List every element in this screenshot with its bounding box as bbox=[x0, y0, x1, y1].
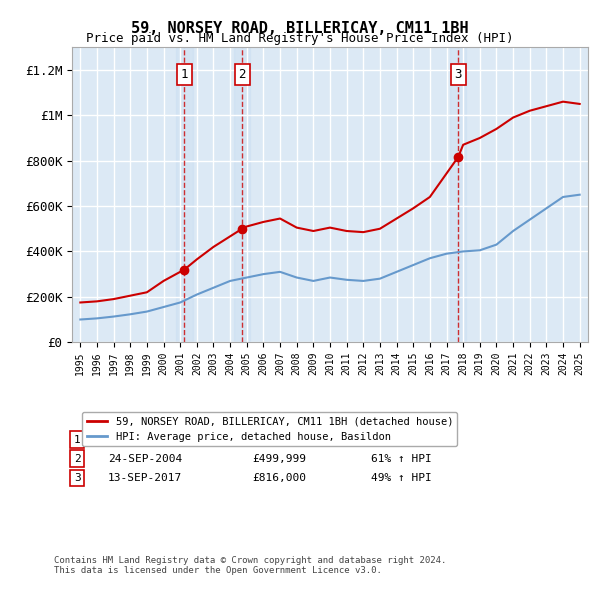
Text: 13-SEP-2017: 13-SEP-2017 bbox=[108, 473, 182, 483]
Text: 3: 3 bbox=[74, 473, 80, 483]
Text: 59, NORSEY ROAD, BILLERICAY, CM11 1BH: 59, NORSEY ROAD, BILLERICAY, CM11 1BH bbox=[131, 21, 469, 35]
Text: 3: 3 bbox=[454, 68, 462, 81]
Bar bbox=[176, 47, 193, 342]
Text: 61% ↑ HPI: 61% ↑ HPI bbox=[371, 454, 432, 464]
Text: 02-APR-2001: 02-APR-2001 bbox=[108, 435, 182, 444]
Text: Price paid vs. HM Land Registry's House Price Index (HPI): Price paid vs. HM Land Registry's House … bbox=[86, 32, 514, 45]
Bar bbox=[234, 47, 250, 342]
Text: £499,999: £499,999 bbox=[253, 454, 307, 464]
Text: 24-SEP-2004: 24-SEP-2004 bbox=[108, 454, 182, 464]
Text: £320,000: £320,000 bbox=[253, 435, 307, 444]
Text: 80% ↑ HPI: 80% ↑ HPI bbox=[371, 435, 432, 444]
Text: 1: 1 bbox=[74, 435, 80, 444]
Text: 2: 2 bbox=[74, 454, 80, 464]
Text: 1: 1 bbox=[181, 68, 188, 81]
Text: 2: 2 bbox=[238, 68, 246, 81]
Text: £816,000: £816,000 bbox=[253, 473, 307, 483]
Legend: 59, NORSEY ROAD, BILLERICAY, CM11 1BH (detached house), HPI: Average price, deta: 59, NORSEY ROAD, BILLERICAY, CM11 1BH (d… bbox=[82, 412, 457, 446]
Text: 49% ↑ HPI: 49% ↑ HPI bbox=[371, 473, 432, 483]
Bar bbox=[450, 47, 466, 342]
Text: Contains HM Land Registry data © Crown copyright and database right 2024.
This d: Contains HM Land Registry data © Crown c… bbox=[54, 556, 446, 575]
